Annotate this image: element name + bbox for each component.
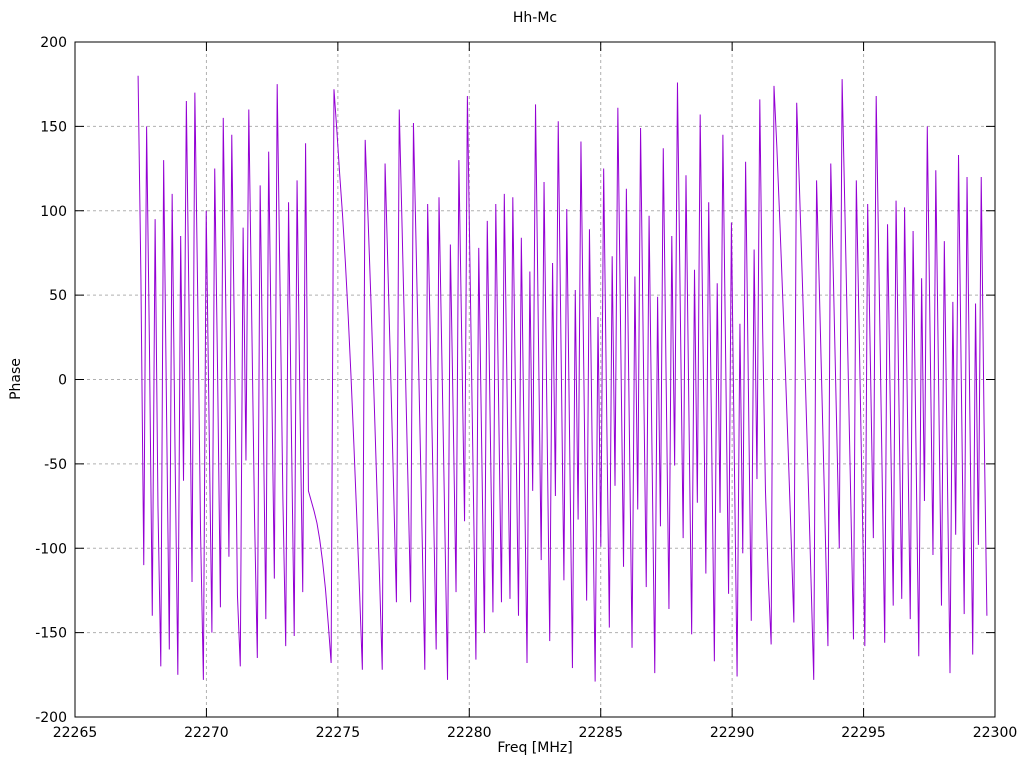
x-tick-label: 22295 [841, 725, 886, 741]
y-tick-label: 100 [40, 204, 67, 220]
y-tick-label: 150 [40, 119, 67, 135]
x-tick-label: 22265 [53, 725, 98, 741]
y-tick-label: -100 [35, 541, 67, 557]
x-axis-label: Freq [MHz] [497, 740, 573, 756]
y-tick-label: -150 [35, 626, 67, 642]
y-tick-label: -50 [44, 457, 67, 473]
x-tick-label: 22275 [316, 725, 361, 741]
x-tick-label: 22290 [710, 725, 755, 741]
x-tick-label: 22280 [447, 725, 492, 741]
y-tick-label: 50 [49, 288, 67, 304]
plot-border [74, 41, 996, 718]
phase-series-line [137, 75, 988, 682]
x-tick-label: 22270 [184, 725, 229, 741]
y-tick-label: 200 [40, 35, 67, 51]
y-tick-label: -200 [35, 710, 67, 726]
x-tick-label: 22300 [973, 725, 1018, 741]
y-tick-label: 0 [58, 373, 67, 389]
chart-title: Hh-Mc [512, 10, 558, 26]
x-tick-label: 22285 [578, 725, 623, 741]
